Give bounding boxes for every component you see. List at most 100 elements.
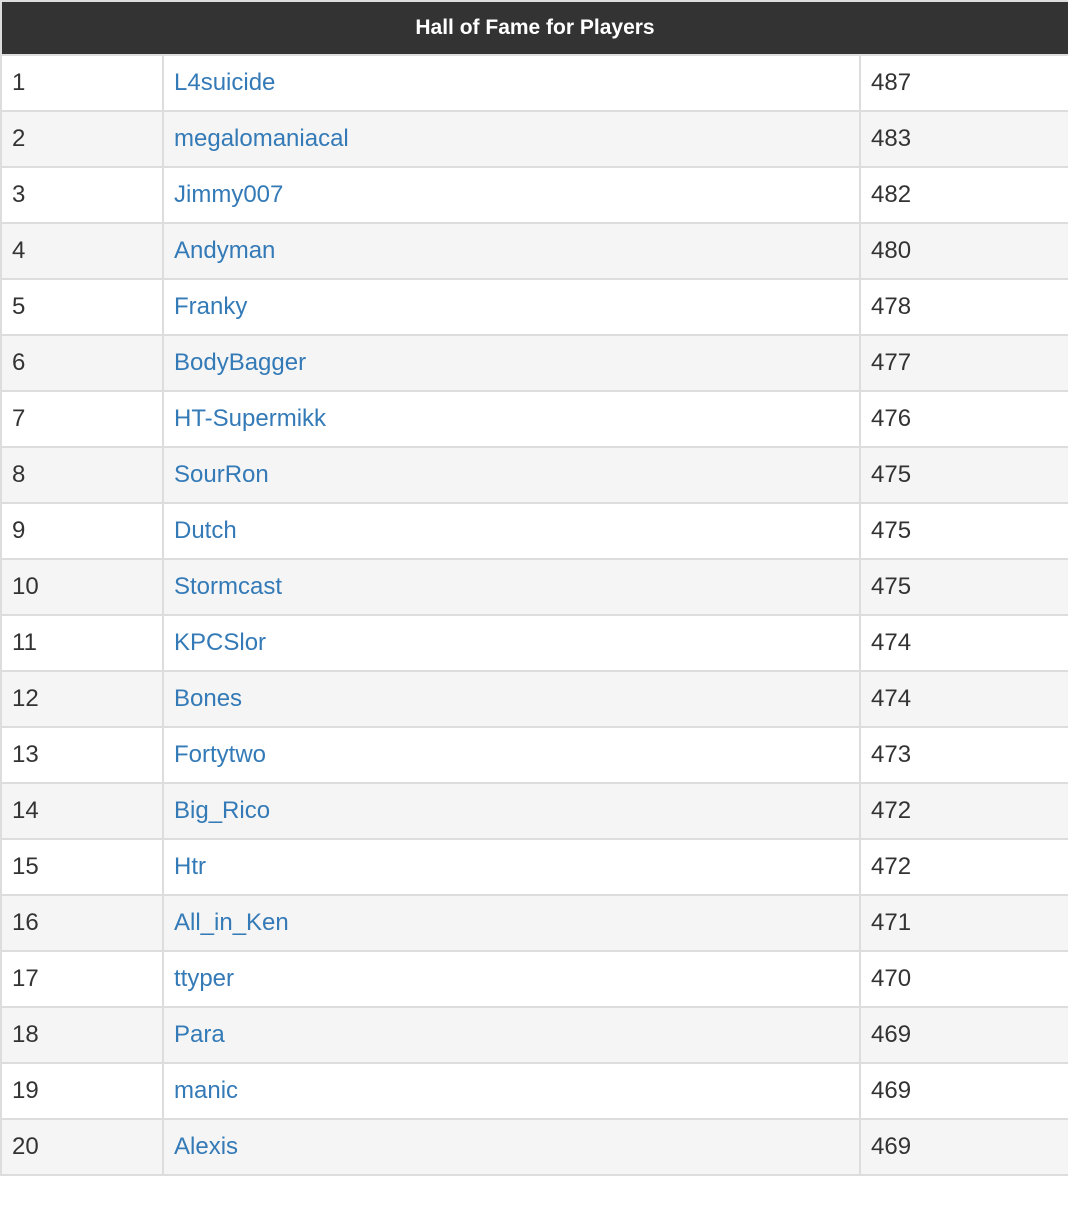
player-link[interactable]: BodyBagger	[174, 349, 307, 376]
table-row: 16 All_in_Ken 471	[0, 894, 1068, 952]
player-link[interactable]: KPCSlor	[174, 629, 267, 656]
player-cell: Jimmy007	[162, 166, 861, 224]
table-row: 20 Alexis 469	[0, 1118, 1068, 1176]
score-cell: 478	[859, 278, 1068, 336]
player-cell: Fortytwo	[162, 726, 861, 784]
player-link[interactable]: SourRon	[174, 461, 269, 488]
hall-of-fame-table: Hall of Fame for Players 1 L4suicide 487 2 m…	[0, 0, 1068, 1176]
table-row: 2 megalomaniacal 483	[0, 110, 1068, 168]
table-row: 6 BodyBagger 477	[0, 334, 1068, 392]
score-cell: 475	[859, 558, 1068, 616]
rank-cell: 8	[0, 446, 164, 504]
rank-cell: 16	[0, 894, 164, 952]
rank-cell: 20	[0, 1118, 164, 1176]
table-row: 3 Jimmy007 482	[0, 166, 1068, 224]
player-cell: manic	[162, 1062, 861, 1120]
table-row: 9 Dutch 475	[0, 502, 1068, 560]
player-link[interactable]: manic	[174, 1077, 239, 1104]
table-row: 1 L4suicide 487	[0, 54, 1068, 112]
score-cell: 469	[859, 1062, 1068, 1120]
player-link[interactable]: L4suicide	[174, 69, 276, 96]
rank-cell: 7	[0, 390, 164, 448]
score-cell: 482	[859, 166, 1068, 224]
rank-cell: 13	[0, 726, 164, 784]
score-cell: 474	[859, 670, 1068, 728]
table-row: 8 SourRon 475	[0, 446, 1068, 504]
player-cell: Bones	[162, 670, 861, 728]
rank-cell: 6	[0, 334, 164, 392]
rank-cell: 12	[0, 670, 164, 728]
player-cell: KPCSlor	[162, 614, 861, 672]
table-row: 19 manic 469	[0, 1062, 1068, 1120]
player-link[interactable]: All_in_Ken	[174, 909, 289, 936]
player-cell: ttyper	[162, 950, 861, 1008]
table-row: 17 ttyper 470	[0, 950, 1068, 1008]
player-link[interactable]: Stormcast	[174, 573, 283, 600]
player-link[interactable]: Alexis	[174, 1133, 239, 1160]
player-link[interactable]: Andyman	[174, 237, 276, 264]
player-cell: Htr	[162, 838, 861, 896]
rank-cell: 2	[0, 110, 164, 168]
rank-cell: 15	[0, 838, 164, 896]
score-cell: 469	[859, 1006, 1068, 1064]
score-cell: 487	[859, 54, 1068, 112]
score-cell: 476	[859, 390, 1068, 448]
player-link[interactable]: Fortytwo	[174, 741, 267, 768]
rank-cell: 5	[0, 278, 164, 336]
score-cell: 472	[859, 782, 1068, 840]
table-title: Hall of Fame for Players	[0, 0, 1068, 55]
player-link[interactable]: Bones	[174, 685, 243, 712]
rank-cell: 9	[0, 502, 164, 560]
player-cell: Big_Rico	[162, 782, 861, 840]
player-cell: L4suicide	[162, 54, 861, 112]
score-cell: 469	[859, 1118, 1068, 1176]
table-row: 7 HT-Supermikk 476	[0, 390, 1068, 448]
player-link[interactable]: Dutch	[174, 517, 237, 544]
player-link[interactable]: Para	[174, 1021, 225, 1048]
player-cell: Andyman	[162, 222, 861, 280]
table-row: 5 Franky 478	[0, 278, 1068, 336]
player-cell: All_in_Ken	[162, 894, 861, 952]
rank-cell: 17	[0, 950, 164, 1008]
player-cell: Para	[162, 1006, 861, 1064]
rank-cell: 4	[0, 222, 164, 280]
score-cell: 483	[859, 110, 1068, 168]
rank-cell: 14	[0, 782, 164, 840]
player-link[interactable]: ttyper	[174, 965, 235, 992]
player-link[interactable]: megalomaniacal	[174, 125, 349, 152]
table-row: 12 Bones 474	[0, 670, 1068, 728]
rank-cell: 19	[0, 1062, 164, 1120]
score-cell: 470	[859, 950, 1068, 1008]
player-cell: HT-Supermikk	[162, 390, 861, 448]
table-row: 11 KPCSlor 474	[0, 614, 1068, 672]
player-cell: Franky	[162, 278, 861, 336]
table-row: 15 Htr 472	[0, 838, 1068, 896]
player-cell: Dutch	[162, 502, 861, 560]
score-cell: 475	[859, 502, 1068, 560]
player-cell: Alexis	[162, 1118, 861, 1176]
table-row: 4 Andyman 480	[0, 222, 1068, 280]
rank-cell: 10	[0, 558, 164, 616]
player-link[interactable]: HT-Supermikk	[174, 405, 327, 432]
player-cell: megalomaniacal	[162, 110, 861, 168]
rank-cell: 1	[0, 54, 164, 112]
table-row: 13 Fortytwo 473	[0, 726, 1068, 784]
score-cell: 472	[859, 838, 1068, 896]
player-cell: SourRon	[162, 446, 861, 504]
player-link[interactable]: Big_Rico	[174, 797, 271, 824]
player-cell: Stormcast	[162, 558, 861, 616]
player-link[interactable]: Franky	[174, 293, 248, 320]
rank-cell: 18	[0, 1006, 164, 1064]
score-cell: 475	[859, 446, 1068, 504]
table-row: 10 Stormcast 475	[0, 558, 1068, 616]
player-link[interactable]: Htr	[174, 853, 206, 880]
score-cell: 473	[859, 726, 1068, 784]
rank-cell: 3	[0, 166, 164, 224]
score-cell: 480	[859, 222, 1068, 280]
score-cell: 477	[859, 334, 1068, 392]
player-link[interactable]: Jimmy007	[174, 181, 284, 208]
score-cell: 474	[859, 614, 1068, 672]
player-cell: BodyBagger	[162, 334, 861, 392]
score-cell: 471	[859, 894, 1068, 952]
table-row: 18 Para 469	[0, 1006, 1068, 1064]
